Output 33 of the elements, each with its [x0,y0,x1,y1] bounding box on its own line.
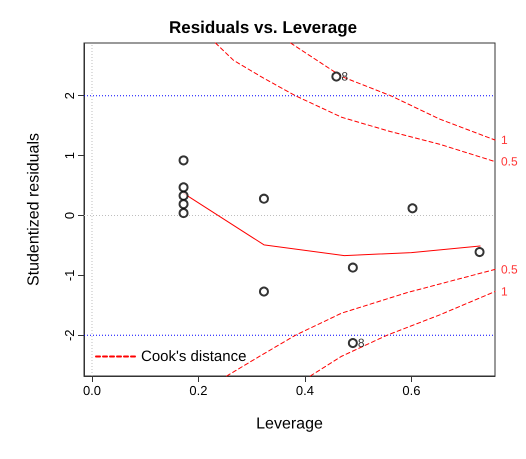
point [348,262,358,273]
y-tick-label: 0 [62,212,77,220]
point [178,190,189,201]
point [258,194,269,204]
point [178,155,189,166]
y-axis-title: Studentized residuals [26,133,42,286]
legend-label: Cook's distance [141,348,246,365]
annotation: 0.5 [501,154,518,169]
point [258,286,269,297]
annotation: 0.5 [501,262,518,276]
x-axis-title: Leverage [256,416,323,432]
annotation: 8 [358,336,365,350]
y-tick-label: -2 [62,329,77,342]
point [178,208,189,218]
point [407,203,418,214]
y-tick-label: -1 [62,270,77,282]
x-tick-label: 0.4 [296,383,314,398]
line-series [290,42,496,141]
point [178,182,189,192]
y-tick-label: 2 [62,92,77,100]
point [331,72,342,82]
y-tick-label: 1 [62,152,77,160]
x-tick-label: 0.2 [189,383,208,398]
annotation: 1 [501,284,508,299]
x-tick-label: 0.0 [82,383,102,398]
x-tick-label: 0.6 [402,383,420,398]
line-series [215,42,496,162]
annotation: 1 [501,133,508,148]
point [178,199,189,210]
point [474,247,485,258]
line-series [310,291,496,376]
chart-title: Residuals vs. Leverage [168,18,358,37]
point [348,338,358,348]
